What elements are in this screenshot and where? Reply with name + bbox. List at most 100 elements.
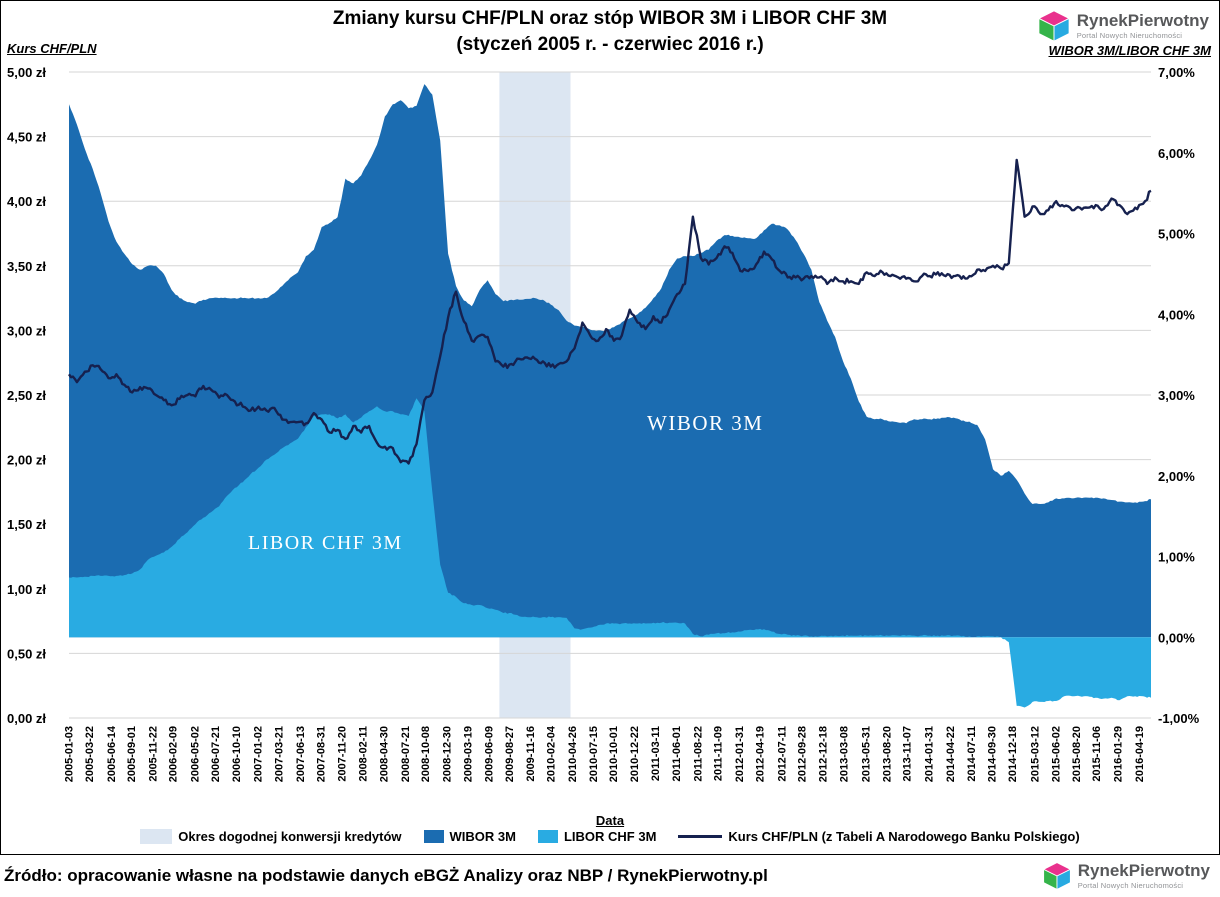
svg-text:2007-01-02: 2007-01-02: [253, 726, 265, 782]
legend-item-wibor: WIBOR 3M: [423, 829, 516, 844]
svg-text:2009-11-16: 2009-11-16: [525, 726, 537, 782]
svg-text:3,50 zł: 3,50 zł: [7, 259, 46, 274]
svg-text:1,50 zł: 1,50 zł: [7, 517, 46, 532]
svg-text:2005-09-01: 2005-09-01: [126, 726, 138, 782]
svg-text:2006-05-02: 2006-05-02: [190, 726, 202, 782]
chart-title: Zmiany kursu CHF/PLN oraz stóp WIBOR 3M …: [332, 8, 888, 29]
wibor-swatch: [423, 830, 444, 843]
svg-text:2012-12-18: 2012-12-18: [818, 726, 830, 782]
svg-text:2015-03-12: 2015-03-12: [1029, 726, 1041, 782]
svg-text:2014-12-18: 2014-12-18: [1007, 726, 1019, 782]
logo-text: RynekPierwotny Portal Nowych Nieruchomoś…: [1076, 10, 1209, 41]
right-axis-title: WIBOR 3M/LIBOR CHF 3M: [1048, 43, 1212, 58]
legend-label-band: Okres dogodnej konwersji kredytów: [178, 829, 402, 844]
libor-swatch: [537, 830, 558, 843]
band-swatch: [140, 829, 173, 844]
svg-text:2014-09-30: 2014-09-30: [987, 726, 999, 782]
svg-text:2010-02-04: 2010-02-04: [545, 725, 557, 782]
svg-text:2005-06-14: 2005-06-14: [106, 725, 118, 782]
logo-cube-icon: [1042, 862, 1071, 891]
svg-text:2013-03-08: 2013-03-08: [839, 726, 851, 782]
logo-name: RynekPierwotny: [1076, 10, 1209, 30]
svg-text:2010-07-15: 2010-07-15: [588, 726, 600, 782]
svg-text:4,00 zł: 4,00 zł: [7, 194, 46, 209]
svg-text:2015-11-06: 2015-11-06: [1091, 726, 1103, 782]
logo-text: RynekPierwotny Portal Nowych Nieruchomoś…: [1077, 860, 1210, 891]
svg-text:2012-07-11: 2012-07-11: [776, 726, 788, 782]
svg-text:2006-02-09: 2006-02-09: [168, 726, 180, 782]
svg-text:2,00 zł: 2,00 zł: [7, 453, 46, 468]
svg-text:2011-06-01: 2011-06-01: [671, 726, 683, 782]
svg-text:2009-03-19: 2009-03-19: [463, 726, 475, 782]
svg-text:2011-11-09: 2011-11-09: [713, 726, 725, 781]
svg-text:1,00 zł: 1,00 zł: [7, 582, 46, 597]
svg-text:2007-03-21: 2007-03-21: [273, 726, 285, 782]
svg-text:2015-08-20: 2015-08-20: [1071, 726, 1083, 782]
rynekpierwotny-logo-bottom: RynekPierwotny Portal Nowych Nieruchomoś…: [1042, 861, 1210, 891]
logo-tagline: Portal Nowych Nieruchomości: [1077, 881, 1184, 891]
svg-text:2010-04-26: 2010-04-26: [567, 726, 579, 782]
svg-text:2014-01-31: 2014-01-31: [924, 726, 936, 782]
x-axis-title: Data: [595, 813, 625, 828]
svg-text:3,00%: 3,00%: [1158, 388, 1195, 403]
svg-text:4,00%: 4,00%: [1158, 307, 1195, 322]
svg-text:2009-06-09: 2009-06-09: [484, 726, 496, 782]
svg-text:2,00%: 2,00%: [1158, 469, 1195, 484]
svg-text:2013-08-20: 2013-08-20: [881, 726, 893, 782]
legend-item-chf-line: Kurs CHF/PLN (z Tabeli A Narodowego Bank…: [678, 829, 1080, 844]
chart-area: 5,00 zł 4,50 zł 4,00 zł 3,50 zł 3,00 zł 2,50 …: [0, 0, 1220, 855]
legend: Okres dogodnej konwersji kredytów WIBOR …: [1, 829, 1219, 844]
legend-label-wibor: WIBOR 3M: [449, 829, 516, 844]
svg-text:2016-01-29: 2016-01-29: [1113, 726, 1125, 782]
svg-text:3,00 zł: 3,00 zł: [7, 323, 46, 338]
svg-text:2012-01-31: 2012-01-31: [734, 726, 746, 782]
svg-text:2006-07-21: 2006-07-21: [210, 726, 222, 782]
svg-text:7,00%: 7,00%: [1158, 65, 1195, 80]
footer: Źródło: opracowanie własne na podstawie …: [0, 855, 1220, 897]
svg-text:2,50 zł: 2,50 zł: [7, 388, 46, 403]
chf-line-swatch: [678, 835, 723, 838]
wibor-area-label: WIBOR 3M: [647, 411, 764, 435]
svg-text:0,00 zł: 0,00 zł: [7, 711, 46, 726]
svg-text:2011-03-11: 2011-03-11: [650, 726, 662, 781]
svg-text:2005-03-22: 2005-03-22: [84, 726, 96, 782]
rynekpierwotny-logo-top: RynekPierwotny Portal Nowych Nieruchomoś…: [1037, 9, 1209, 43]
logo-tagline: Portal Nowych Nieruchomości: [1076, 31, 1183, 41]
svg-text:2009-08-27: 2009-08-27: [504, 726, 516, 782]
svg-text:5,00 zł: 5,00 zł: [7, 65, 46, 80]
svg-text:2008-02-11: 2008-02-11: [358, 726, 370, 782]
svg-text:2007-08-31: 2007-08-31: [316, 726, 328, 782]
svg-text:1,00%: 1,00%: [1158, 550, 1195, 565]
left-axis-title: Kurs CHF/PLN: [7, 41, 97, 56]
logo-cube-icon: [1037, 10, 1070, 42]
svg-text:2014-07-11: 2014-07-11: [966, 726, 978, 782]
svg-text:2005-11-22: 2005-11-22: [147, 726, 159, 782]
svg-text:2008-07-21: 2008-07-21: [400, 726, 412, 782]
legend-item-libor: LIBOR CHF 3M: [537, 829, 657, 844]
svg-text:4,50 zł: 4,50 zł: [7, 130, 46, 145]
svg-text:2010-10-01: 2010-10-01: [608, 726, 620, 782]
svg-text:2006-10-10: 2006-10-10: [231, 726, 243, 782]
legend-label-chf: Kurs CHF/PLN (z Tabeli A Narodowego Bank…: [728, 829, 1080, 844]
svg-text:2012-04-19: 2012-04-19: [755, 726, 767, 782]
svg-text:2008-04-30: 2008-04-30: [378, 726, 390, 782]
svg-text:2008-12-30: 2008-12-30: [442, 726, 454, 782]
legend-label-libor: LIBOR CHF 3M: [563, 829, 657, 844]
svg-text:-1,00%: -1,00%: [1158, 711, 1200, 726]
chart-subtitle: (styczeń 2005 r. - czerwiec 2016 r.): [456, 34, 764, 55]
chart-canvas: 5,00 zł 4,50 zł 4,00 zł 3,50 zł 3,00 zł 2,50 …: [7, 65, 1200, 782]
svg-text:2014-04-22: 2014-04-22: [945, 726, 957, 782]
svg-text:2013-05-31: 2013-05-31: [861, 726, 873, 782]
svg-text:2007-11-20: 2007-11-20: [336, 726, 348, 782]
svg-text:2011-08-22: 2011-08-22: [692, 726, 704, 782]
legend-item-band: Okres dogodnej konwersji kredytów: [140, 829, 402, 844]
svg-text:2012-09-28: 2012-09-28: [797, 726, 809, 782]
svg-text:6,00%: 6,00%: [1158, 146, 1195, 161]
svg-text:0,00%: 0,00%: [1158, 630, 1195, 645]
svg-text:5,00%: 5,00%: [1158, 227, 1195, 242]
logo-name: RynekPierwotny: [1077, 860, 1210, 880]
svg-text:2016-04-19: 2016-04-19: [1134, 726, 1146, 782]
svg-text:2005-01-03: 2005-01-03: [63, 726, 75, 782]
svg-text:2013-11-07: 2013-11-07: [902, 726, 914, 782]
